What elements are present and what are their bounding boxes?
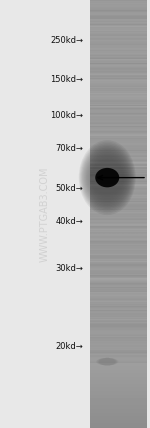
Text: 100kd→: 100kd→: [50, 111, 83, 120]
Ellipse shape: [95, 168, 119, 187]
Text: 50kd→: 50kd→: [56, 184, 83, 193]
Ellipse shape: [97, 358, 118, 366]
Text: 250kd→: 250kd→: [50, 36, 83, 45]
Text: 30kd→: 30kd→: [55, 264, 83, 273]
Text: 40kd→: 40kd→: [56, 217, 83, 226]
Ellipse shape: [98, 358, 116, 366]
Ellipse shape: [98, 358, 117, 366]
Ellipse shape: [80, 142, 135, 214]
Text: 20kd→: 20kd→: [56, 342, 83, 351]
Text: 150kd→: 150kd→: [50, 74, 83, 84]
Text: 70kd→: 70kd→: [55, 144, 83, 154]
Ellipse shape: [99, 358, 116, 366]
Text: WWW.PTGAB3.COM: WWW.PTGAB3.COM: [40, 166, 50, 262]
Ellipse shape: [96, 358, 118, 366]
Ellipse shape: [81, 143, 134, 212]
Ellipse shape: [79, 140, 136, 215]
